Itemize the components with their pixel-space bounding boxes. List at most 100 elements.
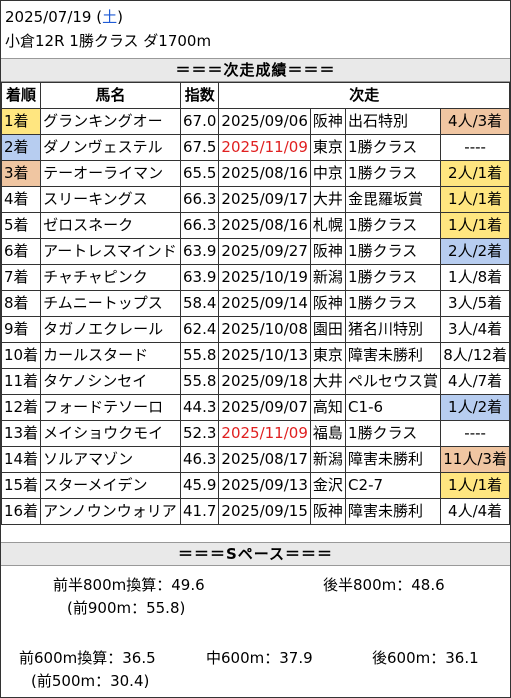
next-result-cell: 4人/4着 [440,498,510,525]
next-venue-cell: 阪神 [309,498,347,525]
finish-cell: 11着 [0,368,42,395]
next-race-cell: 障害未勝利 [345,342,442,369]
horse-name-cell: タケノシンセイ [40,368,181,395]
next-result-cell: 8人/12着 [440,342,510,369]
finish-cell: 8着 [0,290,42,317]
table-row: 14着 ソルアマゾン 46.3 2025/08/17 新潟 障害未勝利 11人/3着 [0,446,510,473]
next-race-cell: 障害未勝利 [345,446,442,473]
finish-cell: 3着 [0,160,42,187]
index-cell: 65.5 [179,160,220,187]
index-cell: 66.3 [179,212,220,239]
next-race-cell: 1勝クラス [345,160,442,187]
pace-second800: 後半800m：48.6 [323,576,445,594]
finish-cell: 10着 [0,342,42,369]
next-race-cell: 1勝クラス [345,238,442,265]
next-race-cell: 1勝クラス [345,264,442,291]
table-row: 13着 メイショウクモイ 52.3 2025/11/09 福島 1勝クラス ---- [0,420,510,447]
race-date: 2025/07/19 [5,8,92,26]
index-cell: 58.4 [179,290,220,317]
next-venue-cell: 阪神 [309,290,347,317]
next-result-cell: ---- [440,134,510,161]
next-result-cell: 4人/7着 [440,368,510,395]
next-venue-cell: 新潟 [309,264,347,291]
table-row: 9着 タガノエクレール 62.4 2025/10/08 園田 猪名川特別 3人/4着 [0,316,510,343]
horse-name-cell: タガノエクレール [40,316,181,343]
finish-cell: 1着 [0,108,42,135]
next-venue-cell: 東京 [309,342,347,369]
index-cell: 66.3 [179,186,220,213]
next-race-cell: C1-6 [345,394,442,421]
next-result-cell: 1人/1着 [440,472,510,499]
next-race-cell: 出石特別 [345,108,442,135]
table-row: 5着 ゼロスネーク 66.3 2025/08/16 札幌 1勝クラス 1人/1着 [0,212,510,239]
col-horse: 馬名 [40,82,181,109]
next-date-cell: 2025/09/15 [218,498,311,525]
finish-cell: 12着 [0,394,42,421]
index-cell: 44.3 [179,394,220,421]
next-result-cell: 11人/3着 [440,446,510,473]
horse-name-cell: チャチャピンク [40,264,181,291]
table-row: 6着 アートレスマインド 63.9 2025/09/27 阪神 1勝クラス 2人/2着 [0,238,510,265]
race-title: 小倉12R 1勝クラス ダ1700m [5,32,212,50]
horse-name-cell: アンノウンウォリア [40,498,181,525]
race-date-line: 2025/07/19 (土) [5,5,510,29]
table-row: 2着 ダノンヴェステル 67.5 2025/11/09 東京 1勝クラス ---- [0,134,510,161]
table-row: 1着 グランキングオー 67.0 2025/09/06 阪神 出石特別 4人/3着 [0,108,510,135]
horse-name-cell: ゼロスネーク [40,212,181,239]
pace-first900: (前900m：55.8) [67,599,186,617]
table-row: 3着 テーオーライマン 65.5 2025/08/16 中京 1勝クラス 2人/1着 [0,160,510,187]
finish-cell: 13着 [0,420,42,447]
next-date-cell: 2025/08/16 [218,212,311,239]
horse-name-cell: カールスタード [40,342,181,369]
next-venue-cell: 阪神 [309,108,347,135]
next-venue-cell: 新潟 [309,446,347,473]
next-date-cell: 2025/10/19 [218,264,311,291]
table-row: 8着 チムニートップス 58.4 2025/09/14 阪神 1勝クラス 3人/5着 [0,290,510,317]
table-row: 10着 カールスタード 55.8 2025/10/13 東京 障害未勝利 8人/12着 [0,342,510,369]
horse-name-cell: テーオーライマン [40,160,181,187]
finish-cell: 2着 [0,134,42,161]
next-venue-cell: 東京 [309,134,347,161]
horse-name-cell: ダノンヴェステル [40,134,181,161]
table-row: 15着 スターメイデン 45.9 2025/09/13 金沢 C2-7 1人/1着 [0,472,510,499]
next-date-cell: 2025/09/18 [218,368,311,395]
next-venue-cell: 園田 [309,316,347,343]
col-finish: 着順 [0,82,42,109]
index-cell: 41.7 [179,498,220,525]
next-result-cell: 2人/2着 [440,238,510,265]
next-date-cell: 2025/08/17 [218,446,311,473]
next-race-cell: 障害未勝利 [345,498,442,525]
next-date-cell: 2025/11/09 [218,134,311,161]
table-body: 1着 グランキングオー 67.0 2025/09/06 阪神 出石特別 4人/3着 2着 ダノン… [0,108,510,525]
next-result-cell: 1人/1着 [440,186,510,213]
finish-cell: 14着 [0,446,42,473]
pace-first500: (前500m：30.4) [31,672,150,690]
next-race-cell: 1勝クラス [345,212,442,239]
table-row: 11着 タケノシンセイ 55.8 2025/09/18 大井 ペルセウス賞 4人/7着 [0,368,510,395]
weekday-open: ( [96,8,103,26]
next-race-cell: 猪名川特別 [345,316,442,343]
next-venue-cell: 大井 [309,186,347,213]
horse-name-cell: アートレスマインド [40,238,181,265]
next-result-cell: 1人/1着 [440,212,510,239]
index-cell: 55.8 [179,342,220,369]
next-race-cell: 金毘羅坂賞 [345,186,442,213]
next-date-cell: 2025/10/08 [218,316,311,343]
horse-name-cell: ソルアマゾン [40,446,181,473]
pace-first600: 前600m換算：36.5 [19,649,156,667]
next-date-cell: 2025/10/13 [218,342,311,369]
horse-name-cell: フォードテソーロ [40,394,181,421]
next-result-cell: 2人/1着 [440,160,510,187]
space-heading: ＝＝＝Sペース＝＝＝ [1,542,510,566]
index-cell: 55.8 [179,368,220,395]
next-race-cell: C2-7 [345,472,442,499]
next-result-cell: 3人/5着 [440,290,510,317]
next-date-cell: 2025/09/13 [218,472,311,499]
finish-cell: 16着 [0,498,42,525]
finish-cell: 15着 [0,472,42,499]
next-race-cell: ペルセウス賞 [345,368,442,395]
table-row: 4着 スリーキングス 66.3 2025/09/17 大井 金毘羅坂賞 1人/1着 [0,186,510,213]
table-row: 12着 フォードテソーロ 44.3 2025/09/07 高知 C1-6 1人/2着 [0,394,510,421]
next-date-cell: 2025/11/09 [218,420,311,447]
